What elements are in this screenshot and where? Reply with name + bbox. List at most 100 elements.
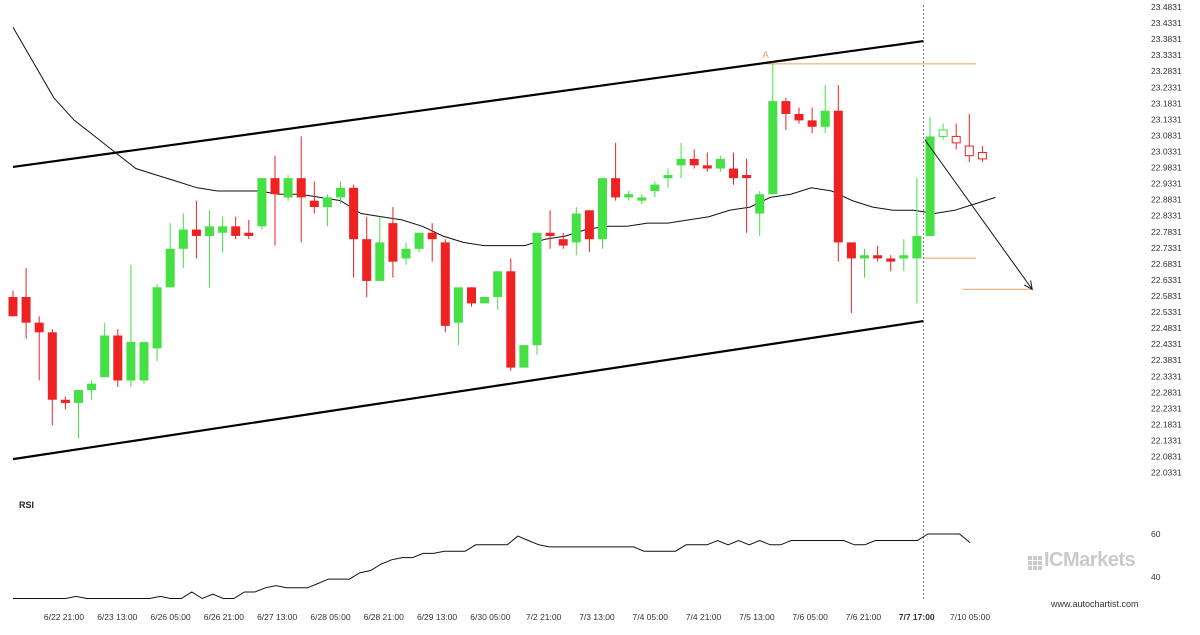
channel-upper-line bbox=[12, 39, 924, 169]
trend-channel bbox=[12, 39, 924, 461]
candle-body bbox=[519, 345, 529, 368]
channel-lower-line bbox=[12, 319, 924, 461]
candle-body bbox=[532, 232, 542, 346]
candle-body bbox=[480, 296, 490, 304]
time-axis: 6/22 21:00 6/23 13:00 6/26 05:00 6/26 21:00… bbox=[44, 612, 990, 622]
price-tick-label: 22.9331 bbox=[1151, 179, 1182, 189]
candle-body bbox=[296, 178, 306, 198]
price-tick-label: 22.7331 bbox=[1151, 243, 1182, 253]
price-tick-label: 22.2831 bbox=[1151, 387, 1182, 397]
projection-candles bbox=[938, 113, 987, 163]
candle-body bbox=[611, 178, 621, 198]
candle-body bbox=[951, 135, 961, 144]
candle-body bbox=[257, 178, 267, 227]
time-tick-label: 7/3 13:00 bbox=[579, 612, 615, 622]
candle-body bbox=[729, 168, 738, 179]
price-tick-label: 23.0331 bbox=[1151, 146, 1182, 156]
candle-body bbox=[309, 200, 319, 208]
candle-body bbox=[833, 110, 843, 243]
price-tick-label: 22.6831 bbox=[1151, 259, 1182, 269]
candle-body bbox=[558, 239, 568, 246]
candle-body bbox=[598, 178, 607, 240]
time-tick-label: 6/27 13:00 bbox=[257, 612, 297, 622]
price-tick-label: 22.3331 bbox=[1151, 371, 1182, 381]
candle-body bbox=[820, 110, 830, 127]
candle-body bbox=[126, 341, 136, 381]
time-tick-label: 7/7 17:00 bbox=[899, 612, 935, 622]
candle-body bbox=[21, 296, 31, 323]
price-tick-label: 22.1331 bbox=[1151, 435, 1182, 445]
candle-body bbox=[715, 158, 725, 169]
candle-body bbox=[375, 242, 385, 281]
forecast-arrow-line bbox=[924, 139, 1033, 290]
candle-body bbox=[74, 390, 83, 403]
candle-body bbox=[807, 120, 817, 127]
candle-body bbox=[8, 296, 18, 317]
rsi-label: RSI bbox=[19, 500, 34, 510]
candle-body bbox=[873, 255, 883, 259]
rsi-panel: RSI 60 40 bbox=[13, 500, 1161, 600]
time-tick-label: 6/28 05:00 bbox=[310, 612, 350, 622]
candle-body bbox=[663, 174, 673, 179]
candle-body bbox=[322, 197, 332, 208]
price-tick-label: 23.2831 bbox=[1151, 66, 1182, 76]
watermark-site: www.autochartist.com bbox=[1051, 599, 1139, 609]
candle-body bbox=[165, 248, 175, 288]
candle-body bbox=[702, 165, 712, 169]
time-tick-label: 7/4 05:00 bbox=[633, 612, 669, 622]
price-tick-label: 23.1831 bbox=[1151, 98, 1182, 108]
candle-body bbox=[676, 158, 686, 166]
forecast-arrow bbox=[924, 139, 1033, 291]
candle-body bbox=[34, 322, 44, 333]
candle-body bbox=[964, 145, 974, 157]
price-tick-label: 23.2331 bbox=[1151, 82, 1182, 92]
candle-body bbox=[453, 287, 463, 323]
candle-body bbox=[912, 235, 922, 259]
candle-body bbox=[440, 242, 450, 326]
candle-body bbox=[231, 226, 241, 236]
price-tick-label: 23.3331 bbox=[1151, 50, 1182, 60]
candle-body bbox=[571, 213, 581, 243]
price-tick-label: 23.4331 bbox=[1151, 18, 1182, 28]
time-tick-label: 7/6 05:00 bbox=[792, 612, 828, 622]
candle-body bbox=[113, 335, 123, 381]
candle-body bbox=[794, 113, 804, 121]
rsi-tick-label: 40 bbox=[1151, 572, 1161, 582]
candle-body bbox=[742, 174, 752, 179]
price-tick-label: 22.4331 bbox=[1151, 339, 1182, 349]
price-tick-label: 22.9831 bbox=[1151, 163, 1182, 173]
candle-body bbox=[755, 194, 765, 214]
candle-body bbox=[689, 158, 699, 166]
candle-body bbox=[178, 229, 188, 249]
candle-body bbox=[218, 226, 228, 233]
time-tick-label: 6/30 05:00 bbox=[470, 612, 510, 622]
candle-body bbox=[100, 335, 110, 378]
support-resistance-levels: A bbox=[762, 50, 1033, 290]
candle-body bbox=[624, 194, 634, 198]
candle-body bbox=[87, 383, 97, 391]
candle-body bbox=[781, 101, 791, 114]
forecast-arrowhead bbox=[1024, 280, 1033, 291]
icmarkets-logo-icon bbox=[1028, 556, 1042, 570]
time-tick-label: 7/10 05:00 bbox=[950, 612, 990, 622]
price-tick-label: 22.1831 bbox=[1151, 419, 1182, 429]
candle-body bbox=[493, 271, 503, 297]
rsi-line bbox=[13, 533, 971, 600]
candle-body bbox=[637, 197, 647, 201]
candle-body bbox=[925, 136, 935, 236]
candle-body bbox=[938, 129, 948, 137]
candle-body bbox=[506, 271, 516, 368]
candle-body bbox=[886, 258, 896, 262]
time-tick-label: 6/22 21:00 bbox=[44, 612, 84, 622]
time-tick-label: 6/26 05:00 bbox=[150, 612, 190, 622]
candle-body bbox=[191, 229, 201, 236]
candle-body bbox=[401, 248, 411, 259]
candle-body bbox=[60, 399, 70, 403]
candle-body bbox=[139, 341, 149, 381]
price-tick-label: 23.3831 bbox=[1151, 34, 1182, 44]
price-tick-label: 22.2331 bbox=[1151, 403, 1182, 413]
candlesticks bbox=[8, 62, 935, 439]
candle-body bbox=[899, 255, 909, 259]
candle-body bbox=[860, 255, 869, 259]
